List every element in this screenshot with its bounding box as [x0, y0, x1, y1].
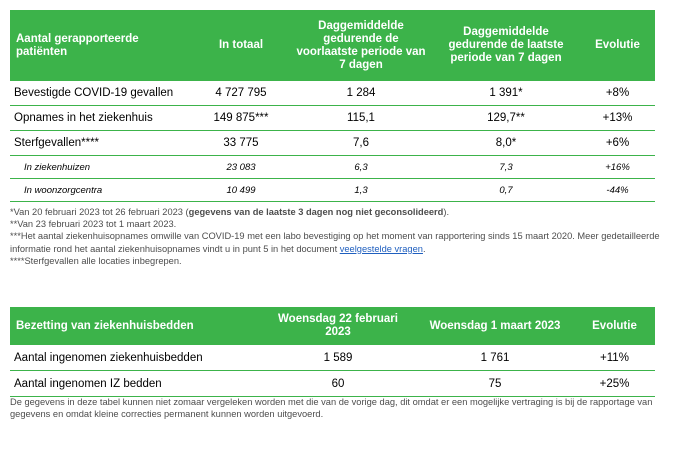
- header-total: In totaal: [192, 10, 290, 81]
- table-subrow: In ziekenhuizen 23 083 6,3 7,3 +16%: [10, 155, 655, 179]
- cell-evolution: +13%: [580, 105, 655, 131]
- hospital-beds-table: Bezetting van ziekenhuisbedden Woensdag …: [10, 307, 655, 397]
- header-prev-period: Daggemiddelde gedurende de voorlaatste p…: [290, 10, 432, 81]
- header-evolution: Evolutie: [574, 307, 655, 345]
- row-label: Aantal ingenomen ziekenhuisbedden: [10, 345, 260, 371]
- footnotes: *Van 20 februari 2023 tot 26 februari 20…: [10, 206, 660, 267]
- cell-prev: 115,1: [290, 105, 432, 131]
- row-label: Opnames in het ziekenhuis: [10, 105, 192, 131]
- cell-last: 75: [416, 370, 574, 397]
- table-header-row: Aantal gerapporteerde patiënten In totaa…: [10, 10, 655, 81]
- cell-total: 23 083: [192, 155, 290, 179]
- header-date-prev: Woensdag 22 februari 2023: [260, 307, 416, 345]
- cell-prev: 1 284: [290, 81, 432, 106]
- cell-total: 33 775: [192, 130, 290, 156]
- cell-prev: 60: [260, 370, 416, 397]
- table-row: Opnames in het ziekenhuis 149 875*** 115…: [10, 105, 655, 131]
- cell-last: 8,0*: [432, 130, 580, 156]
- row-label: In ziekenhuizen: [10, 155, 192, 179]
- cell-last: 129,7**: [432, 105, 580, 131]
- table-disclaimer: De gegevens in deze tabel kunnen niet zo…: [10, 396, 660, 420]
- cell-evolution: -44%: [580, 178, 655, 202]
- cell-evolution: +16%: [580, 155, 655, 179]
- table-row: Sterfgevallen**** 33 775 7,6 8,0* +6%: [10, 130, 655, 156]
- table-row: Bevestigde COVID-19 gevallen 4 727 795 1…: [10, 81, 655, 106]
- header-evolution: Evolutie: [580, 10, 655, 81]
- cell-evolution: +25%: [574, 370, 655, 397]
- header-last-period: Daggemiddelde gedurende de laatste perio…: [432, 10, 580, 81]
- footnote-2: **Van 23 februari 2023 tot 1 maart 2023.: [10, 219, 177, 230]
- footnote-4: ****Sterfgevallen alle locaties inbegrep…: [10, 255, 182, 266]
- header-patients: Aantal gerapporteerde patiënten: [10, 10, 192, 81]
- cell-total: 10 499: [192, 178, 290, 202]
- row-label: Sterfgevallen****: [10, 130, 192, 156]
- footnote-3-text: ***Het aantal ziekenhuisopnames omwille …: [10, 231, 660, 254]
- footnote-1-bold: gegevens van de laatste 3 dagen nog niet…: [188, 207, 444, 217]
- cell-last: 1 391*: [432, 81, 580, 106]
- cell-evolution: +6%: [580, 130, 655, 156]
- cell-evolution: +11%: [574, 345, 655, 371]
- disclaimer-text: De gegevens in deze tabel kunnen niet zo…: [10, 397, 653, 420]
- cell-last: 0,7: [432, 178, 580, 202]
- footnote-1: *Van 20 februari 2023 tot 26 februari 20…: [10, 206, 660, 218]
- row-label: Bevestigde COVID-19 gevallen: [10, 81, 192, 106]
- cell-prev: 1,3: [290, 178, 432, 202]
- cell-prev: 7,6: [290, 130, 432, 156]
- header-date-last: Woensdag 1 maart 2023: [416, 307, 574, 345]
- footnote-1-text: *Van 20 februari 2023 tot 26 februari 20…: [10, 207, 189, 217]
- cell-last: 7,3: [432, 155, 580, 179]
- cell-last: 1 761: [416, 345, 574, 371]
- cell-total: 4 727 795: [192, 81, 290, 106]
- covid-patients-table: Aantal gerapporteerde patiënten In totaa…: [10, 10, 655, 202]
- cell-prev: 6,3: [290, 155, 432, 179]
- table-row: Aantal ingenomen IZ bedden 60 75 +25%: [10, 370, 655, 397]
- table-row: Aantal ingenomen ziekenhuisbedden 1 589 …: [10, 345, 655, 371]
- footnote-1-end: ).: [443, 207, 450, 217]
- row-label: Aantal ingenomen IZ bedden: [10, 370, 260, 397]
- footnote-3-end: .: [422, 243, 426, 254]
- footnote-3: ***Het aantal ziekenhuisopnames omwille …: [10, 230, 660, 254]
- table-header-row: Bezetting van ziekenhuisbedden Woensdag …: [10, 307, 655, 345]
- cell-prev: 1 589: [260, 345, 416, 371]
- table-subrow: In woonzorgcentra 10 499 1,3 0,7 -44%: [10, 178, 655, 202]
- header-bed-occupancy: Bezetting van ziekenhuisbedden: [10, 307, 260, 345]
- row-label: In woonzorgcentra: [10, 178, 192, 202]
- cell-evolution: +8%: [580, 81, 655, 106]
- faq-link[interactable]: veelgestelde vragen: [339, 243, 423, 254]
- cell-total: 149 875***: [192, 105, 290, 131]
